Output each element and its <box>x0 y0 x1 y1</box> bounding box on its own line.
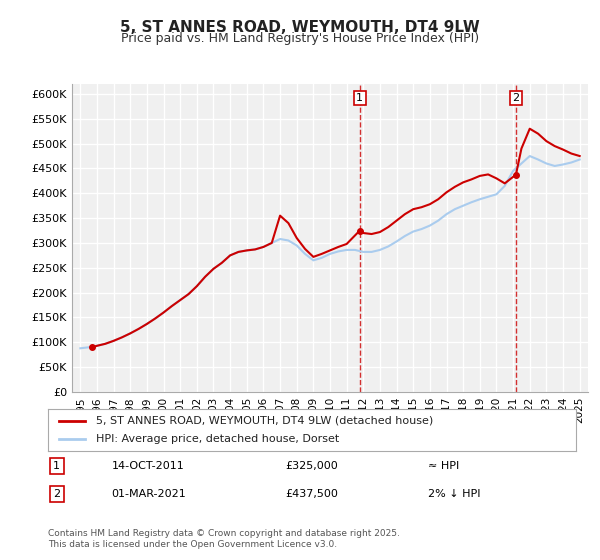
Text: £325,000: £325,000 <box>286 461 338 471</box>
Text: Contains HM Land Registry data © Crown copyright and database right 2025.
This d: Contains HM Land Registry data © Crown c… <box>48 529 400 549</box>
Text: 2: 2 <box>512 93 520 103</box>
Text: 1: 1 <box>53 461 60 471</box>
Text: 2% ↓ HPI: 2% ↓ HPI <box>428 489 481 499</box>
Text: 01-MAR-2021: 01-MAR-2021 <box>112 489 186 499</box>
Text: ≈ HPI: ≈ HPI <box>428 461 460 471</box>
Text: 5, ST ANNES ROAD, WEYMOUTH, DT4 9LW (detached house): 5, ST ANNES ROAD, WEYMOUTH, DT4 9LW (det… <box>95 416 433 426</box>
Text: 2: 2 <box>53 489 61 499</box>
Text: £437,500: £437,500 <box>286 489 338 499</box>
Text: HPI: Average price, detached house, Dorset: HPI: Average price, detached house, Dors… <box>95 434 339 444</box>
Text: 5, ST ANNES ROAD, WEYMOUTH, DT4 9LW: 5, ST ANNES ROAD, WEYMOUTH, DT4 9LW <box>120 20 480 35</box>
Text: Price paid vs. HM Land Registry's House Price Index (HPI): Price paid vs. HM Land Registry's House … <box>121 32 479 45</box>
Text: 1: 1 <box>356 93 363 103</box>
Text: 14-OCT-2011: 14-OCT-2011 <box>112 461 184 471</box>
